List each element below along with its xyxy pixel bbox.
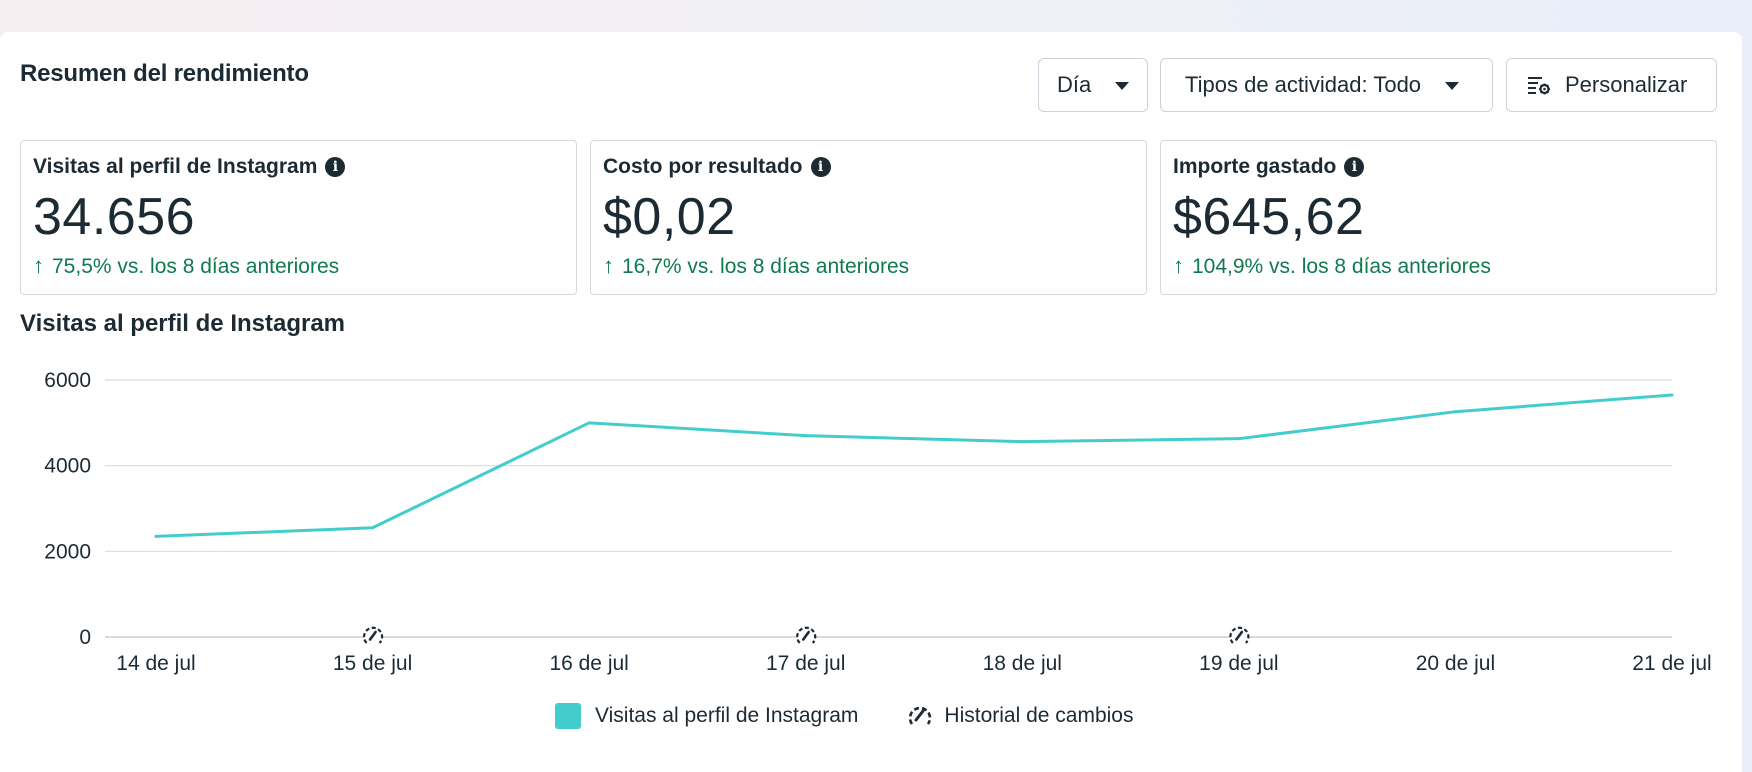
- arrow-up-icon: ↑: [603, 253, 614, 278]
- customize-icon: [1528, 77, 1550, 95]
- kpi-delta: ↑ 16,7% vs. los 8 días anteriores: [603, 253, 1134, 279]
- info-icon[interactable]: i: [1344, 157, 1365, 177]
- change-history-marker[interactable]: [1229, 626, 1250, 644]
- legend-item-history[interactable]: Historial de cambios: [906, 703, 1133, 729]
- kpi-value: $0,02: [603, 188, 736, 246]
- kpi-label: Importe gastado i: [1173, 155, 1704, 179]
- legend-swatch: [555, 703, 581, 729]
- line-chart[interactable]: 0 2000 4000 6000 14 de jul 15 de jul 16 de jul…: [0, 310, 1752, 690]
- data-point: [1020, 440, 1024, 444]
- kpi-delta: ↑ 104,9% vs. los 8 días anteriores: [1173, 253, 1704, 279]
- kpi-card-amount-spent[interactable]: Importe gastado i $645,62 ↑ 104,9% vs. lo…: [1160, 140, 1717, 295]
- day-dropdown[interactable]: Día: [1038, 58, 1148, 112]
- x-tick-label: 16 de jul: [549, 652, 628, 675]
- y-tick-label: 0: [79, 626, 91, 649]
- x-tick-label: 17 de jul: [766, 652, 845, 675]
- y-tick-label: 6000: [44, 369, 91, 392]
- legend-history-label: Historial de cambios: [944, 704, 1134, 727]
- x-tick-label: 21 de jul: [1632, 652, 1711, 675]
- y-tick-label: 4000: [44, 455, 91, 478]
- kpi-delta-text: 75,5% vs. los 8 días anteriores: [52, 255, 340, 278]
- info-icon[interactable]: i: [810, 157, 831, 177]
- kpi-card-profile-visits[interactable]: Visitas al perfil de Instagram i 34.656 …: [20, 140, 577, 295]
- page-title: Resumen del rendimiento: [20, 60, 309, 87]
- kpi-label-text: Costo por resultado: [603, 155, 803, 178]
- arrow-up-icon: ↑: [1173, 253, 1184, 278]
- data-point: [1237, 437, 1241, 441]
- series-line: [155, 393, 1673, 538]
- legend-series-label: Visitas al perfil de Instagram: [595, 704, 859, 727]
- x-tick-label: 19 de jul: [1199, 652, 1278, 675]
- kpi-label: Costo por resultado i: [603, 155, 1134, 179]
- chart-legend: Visitas al perfil de Instagram Historial…: [555, 703, 1181, 729]
- change-history-icon: [909, 706, 932, 725]
- kpi-delta: ↑ 75,5% vs. los 8 días anteriores: [33, 253, 564, 279]
- kpi-label-text: Visitas al perfil de Instagram: [33, 155, 318, 178]
- performance-summary-panel: Resumen del rendimiento Día Tipos de act…: [0, 32, 1742, 772]
- arrow-up-icon: ↑: [33, 253, 44, 278]
- data-point: [154, 534, 158, 538]
- activity-types-dropdown[interactable]: Tipos de actividad: Todo: [1160, 58, 1493, 112]
- data-point: [587, 421, 591, 425]
- customize-label: Personalizar: [1565, 72, 1688, 97]
- kpi-card-cost-per-result[interactable]: Costo por resultado i $0,02 ↑ 16,7% vs. l…: [590, 140, 1147, 295]
- x-tick-label: 14 de jul: [116, 652, 195, 675]
- day-dropdown-label: Día: [1057, 72, 1092, 97]
- kpi-delta-text: 104,9% vs. los 8 días anteriores: [1192, 255, 1491, 278]
- kpi-delta-text: 16,7% vs. los 8 días anteriores: [622, 255, 910, 278]
- data-point: [804, 434, 808, 438]
- legend-item-series[interactable]: Visitas al perfil de Instagram: [555, 703, 858, 729]
- info-icon[interactable]: i: [325, 157, 346, 177]
- x-tick-label: 15 de jul: [333, 652, 412, 675]
- change-history-marker[interactable]: [796, 626, 817, 644]
- change-history-marker[interactable]: [362, 626, 384, 644]
- data-point: [1670, 393, 1674, 397]
- y-tick-label: 2000: [44, 540, 91, 563]
- customize-button[interactable]: Personalizar: [1506, 58, 1717, 112]
- caret-down-icon: [1115, 82, 1130, 90]
- data-point: [371, 526, 375, 530]
- kpi-label: Visitas al perfil de Instagram i: [33, 155, 564, 179]
- x-tick-label: 20 de jul: [1416, 652, 1495, 675]
- chart-title: Visitas al perfil de Instagram: [20, 310, 346, 337]
- caret-down-icon: [1445, 82, 1460, 90]
- data-point: [1453, 410, 1457, 414]
- kpi-value: 34.656: [33, 188, 196, 246]
- kpi-label-text: Importe gastado: [1173, 155, 1337, 178]
- activity-types-label: Tipos de actividad: Todo: [1185, 72, 1422, 97]
- kpi-value: $645,62: [1173, 188, 1365, 246]
- x-tick-label: 18 de jul: [983, 652, 1062, 675]
